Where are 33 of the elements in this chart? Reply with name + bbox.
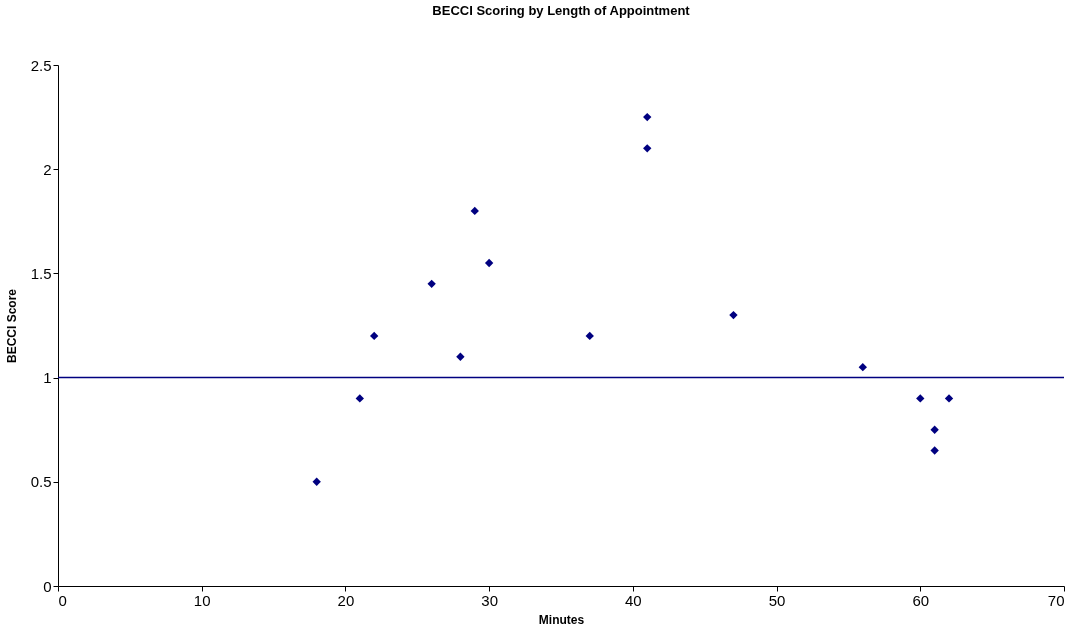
point bbox=[930, 446, 939, 455]
point bbox=[643, 112, 652, 122]
y-tick-label: 0.5 bbox=[30, 473, 52, 491]
point bbox=[312, 477, 321, 486]
x-tick-label: 10 bbox=[193, 591, 211, 609]
y-tick-label: 1 bbox=[43, 369, 52, 387]
point bbox=[470, 206, 479, 216]
x-tick-label: 50 bbox=[768, 591, 786, 609]
y-tick-label: 2.5 bbox=[30, 56, 52, 74]
x-tick-label: 30 bbox=[481, 591, 498, 609]
x-tick-label: 60 bbox=[912, 591, 930, 609]
y-tick-label: 2 bbox=[43, 160, 52, 178]
point bbox=[930, 425, 939, 434]
point bbox=[858, 363, 867, 372]
point bbox=[916, 394, 925, 403]
y-tick-label: 0 bbox=[43, 577, 52, 595]
point bbox=[456, 352, 465, 361]
point bbox=[643, 144, 652, 153]
x-tick-label: 0 bbox=[58, 591, 67, 609]
x-tick-label: 20 bbox=[337, 591, 355, 609]
point bbox=[585, 331, 594, 341]
point bbox=[729, 310, 738, 320]
x-axis-title: Minutes bbox=[538, 612, 585, 627]
y-tick-label: 1.5 bbox=[30, 264, 52, 282]
point bbox=[484, 258, 494, 268]
x-tick-label: 40 bbox=[625, 591, 642, 609]
y-axis-title: BECCI Score bbox=[4, 288, 19, 364]
point bbox=[944, 394, 954, 403]
x-tick-label: 70 bbox=[1047, 591, 1065, 609]
point bbox=[427, 279, 436, 288]
point bbox=[369, 331, 379, 341]
chart-title: BECCI Scoring by Length of Appointment bbox=[432, 3, 691, 18]
point bbox=[355, 394, 364, 403]
